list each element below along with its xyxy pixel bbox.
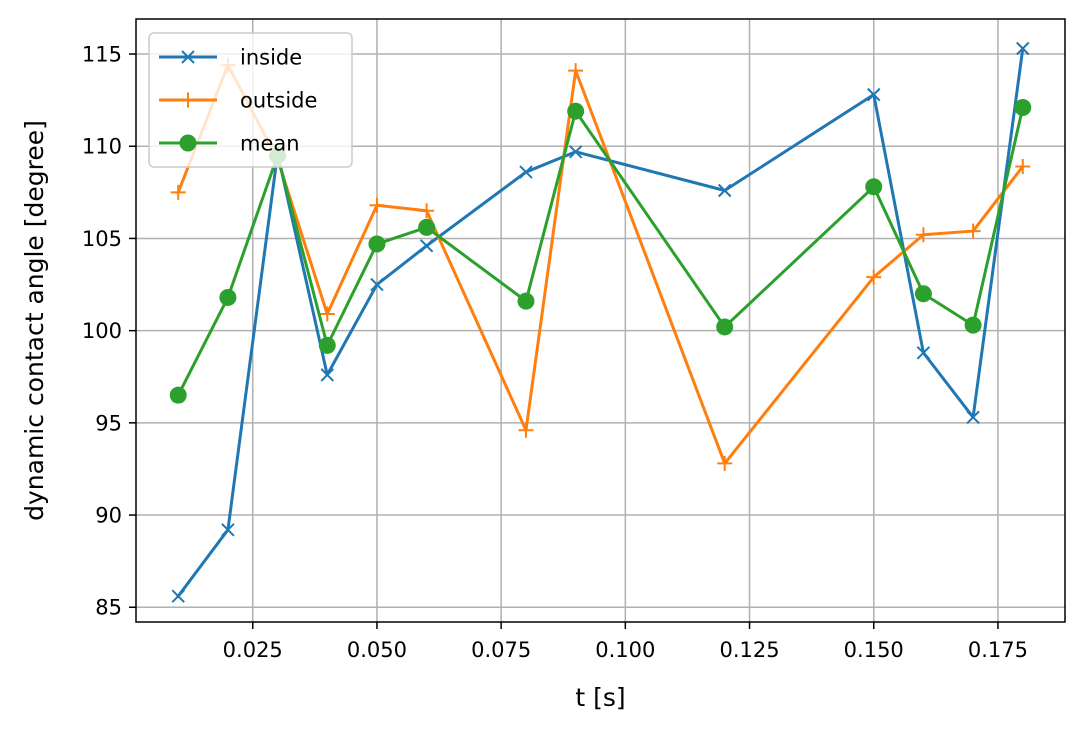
data-point-inside: [867, 87, 881, 102]
data-point-outside: [568, 63, 584, 79]
data-point-mean: [169, 386, 187, 404]
data-point-inside: [916, 346, 931, 360]
data-point-outside: [866, 269, 882, 285]
y-tick-label: 95: [95, 411, 122, 435]
data-point-mean: [368, 235, 386, 253]
data-point-mean: [567, 102, 585, 120]
data-point-inside: [966, 410, 980, 425]
data-point-mean: [517, 292, 535, 310]
data-point-inside: [568, 145, 583, 159]
legend: inside outside mean: [148, 32, 353, 168]
data-point-outside: [1015, 159, 1031, 175]
data-point-outside: [170, 184, 186, 200]
legend-label-inside: inside: [240, 46, 302, 70]
data-point-inside: [370, 277, 384, 292]
legend-marker-outside: [180, 92, 196, 108]
x-tick-label: 0.150: [844, 638, 904, 662]
x-tick-label: 0.100: [595, 638, 655, 662]
x-axis-ticks: 0.025 0.050 0.075 0.100 0.125 0.150 0.175: [223, 622, 1028, 662]
y-tick-label: 115: [82, 43, 122, 67]
data-point-outside: [965, 223, 981, 239]
legend-marker-inside: [181, 50, 195, 64]
legend-marker-mean: [179, 134, 197, 152]
y-tick-label: 105: [82, 227, 122, 251]
data-point-outside: [419, 203, 435, 219]
legend-label-mean: mean: [240, 132, 300, 156]
y-tick-label: 110: [82, 135, 122, 159]
data-point-mean: [964, 316, 982, 334]
legend-item-mean: mean: [159, 132, 300, 156]
data-point-mean: [914, 285, 932, 303]
x-tick-label: 0.075: [471, 638, 531, 662]
legend-item-outside: outside: [159, 89, 317, 113]
data-point-inside: [419, 239, 434, 253]
data-point-mean: [865, 178, 883, 196]
data-point-outside: [915, 227, 931, 243]
x-tick-label: 0.025: [223, 638, 283, 662]
legend-box: [148, 32, 353, 168]
x-axis-label: t [s]: [575, 683, 625, 712]
data-point-inside: [320, 368, 334, 382]
data-point-inside: [1016, 41, 1030, 56]
data-point-outside: [369, 197, 385, 213]
data-point-outside: [518, 422, 534, 438]
data-point-inside: [717, 183, 732, 198]
data-point-inside: [519, 165, 533, 179]
x-tick-label: 0.125: [719, 638, 779, 662]
plot-frame: [135, 18, 1066, 623]
x-tick-label: 0.175: [968, 638, 1028, 662]
data-point-mean: [716, 318, 734, 336]
y-axis-label: dynamic contact angle [degree]: [20, 120, 49, 521]
y-tick-label: 100: [82, 319, 122, 343]
x-tick-label: 0.050: [347, 638, 407, 662]
y-axis-ticks: 85 90 95 100 105 110 115: [82, 43, 136, 620]
legend-item-inside: inside: [159, 46, 302, 70]
data-point-inside: [221, 523, 235, 537]
data-point-mean: [1014, 99, 1032, 117]
y-tick-label: 85: [95, 596, 122, 620]
y-tick-label: 90: [95, 504, 122, 528]
legend-label-outside: outside: [240, 89, 317, 113]
data-point-outside: [319, 306, 335, 322]
data-point-mean: [219, 288, 237, 306]
data-point-inside: [171, 589, 185, 603]
data-point-mean: [418, 218, 436, 236]
data-point-mean: [318, 336, 336, 354]
data-point-outside: [717, 455, 733, 471]
